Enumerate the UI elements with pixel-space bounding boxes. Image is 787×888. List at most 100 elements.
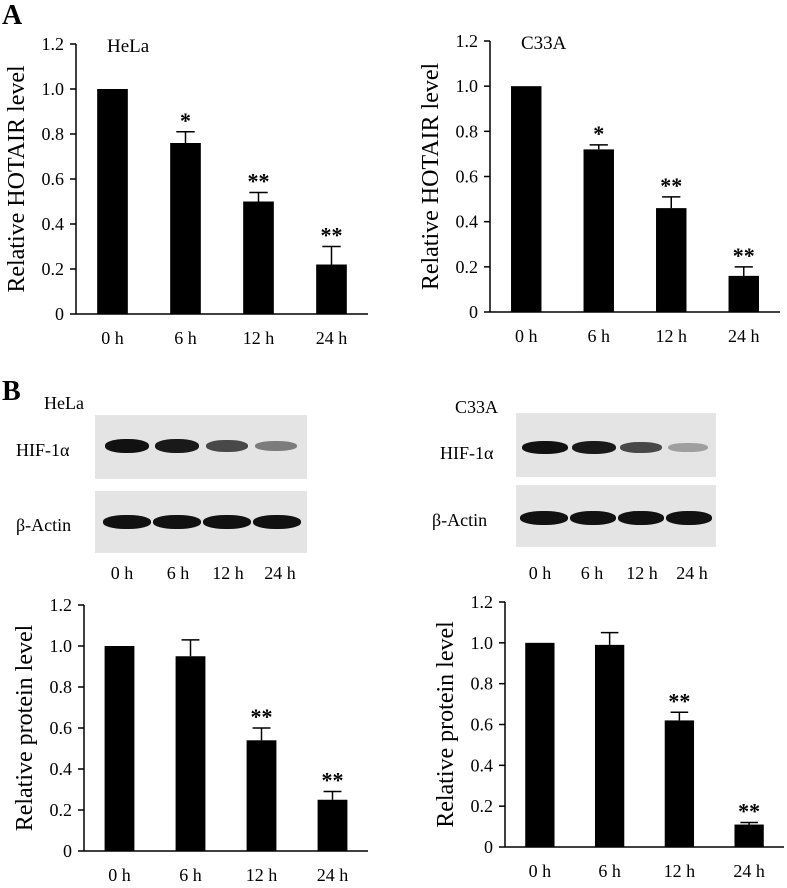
- lane-label: 6 h: [166, 563, 190, 583]
- y-tick-label: 1.2: [456, 31, 479, 51]
- y-tick-label: 0.2: [50, 800, 73, 820]
- bar: [246, 740, 277, 851]
- y-axis-label: Relative HOTAIR level: [4, 65, 30, 293]
- y-tick-label: 0: [469, 302, 478, 322]
- actin-band: [520, 511, 568, 525]
- chart-hela-protein: 0 0.2 0.4 0.6 0.8 1.0 1.2 Relative protein leve…: [12, 595, 368, 885]
- bar: [594, 644, 625, 847]
- actin-band: [618, 511, 664, 525]
- x-tick-label: 0 h: [108, 865, 131, 885]
- y-tick-label: 0.2: [456, 257, 479, 277]
- lane-label: 0 h: [528, 563, 552, 583]
- actin-label-c33a: β-Actin: [432, 510, 488, 530]
- significance-label: **: [668, 688, 690, 713]
- y-tick-label: 0.6: [42, 169, 65, 189]
- x-tick-label: 6 h: [588, 326, 611, 346]
- lane-label: 24 h: [264, 563, 296, 583]
- y-tick-label: 1.2: [471, 592, 494, 612]
- hif-band: [105, 439, 149, 453]
- chart-title: HeLa: [107, 36, 150, 57]
- actin-band: [253, 515, 301, 529]
- chart-c33a-hotair: 0 0.2 0.4 0.6 0.8 1.0 1.2 Relative HOTAIR level…: [418, 31, 780, 346]
- y-tick-label: 0: [55, 304, 64, 324]
- chart-title: C33A: [521, 33, 567, 54]
- bar: [525, 642, 555, 847]
- hif-band: [206, 440, 248, 452]
- hif-band: [572, 441, 616, 454]
- bar: [104, 646, 135, 851]
- hif-band: [522, 441, 568, 454]
- y-tick-label: 0.8: [50, 677, 73, 697]
- significance-label: **: [738, 799, 760, 824]
- blot-c33a: C33A HIF-1α β-Actin 0 h 6 h 12 h 24 h: [400, 385, 787, 590]
- blot-title-hela: HeLa: [44, 393, 84, 413]
- actin-band: [666, 511, 712, 525]
- significance-label: **: [733, 243, 755, 268]
- y-tick-label: 0.6: [50, 718, 73, 738]
- bar: [734, 824, 764, 847]
- x-tick-label: 0 h: [515, 326, 538, 346]
- y-tick-label: 0.6: [456, 167, 479, 187]
- x-tick-label: 12 h: [664, 861, 696, 881]
- hif-label-c33a: HIF-1α: [440, 443, 494, 463]
- hif-blot-strip-hela: [95, 415, 307, 479]
- hif-band: [255, 441, 297, 451]
- significance-label: **: [251, 704, 273, 729]
- significance-label: *: [180, 108, 191, 133]
- blot-hela: HeLa HIF-1α β-Actin 0 h 6 h 12 h 24 h: [0, 385, 380, 590]
- y-tick-label: 0.4: [456, 212, 479, 232]
- y-tick-label: 0.8: [42, 124, 65, 144]
- lane-label: 6 h: [580, 563, 604, 583]
- y-axis-label: Relative protein level: [12, 624, 38, 831]
- y-tick-label: 0.4: [471, 755, 494, 775]
- y-tick-label: 0.2: [471, 796, 494, 816]
- bar: [243, 201, 274, 314]
- hif-band: [155, 439, 199, 453]
- x-tick-label: 24 h: [728, 326, 760, 346]
- chart-hela-hotair: 0 0.2 0.4 0.6 0.8 1.0 1.2 Relative HOTAIR level…: [4, 34, 368, 348]
- y-tick-label: 0: [484, 837, 493, 857]
- bar: [317, 799, 348, 851]
- y-tick-label: 0.8: [456, 121, 479, 141]
- x-tick-label: 12 h: [243, 328, 275, 348]
- actin-label-hela: β-Actin: [16, 515, 72, 535]
- lane-label: 24 h: [676, 563, 708, 583]
- x-tick-label: 12 h: [656, 326, 688, 346]
- y-tick-label: 1.0: [50, 636, 73, 656]
- y-axis-label: Relative HOTAIR level: [418, 62, 444, 290]
- bar: [316, 264, 347, 314]
- y-tick-label: 1.2: [50, 595, 73, 615]
- actin-blot-strip-hela: [95, 491, 307, 553]
- y-tick-label: 0.6: [471, 715, 494, 735]
- x-tick-label: 6 h: [179, 865, 202, 885]
- bar: [664, 720, 695, 847]
- y-tick-label: 1.2: [42, 34, 65, 54]
- bar: [175, 656, 206, 851]
- actin-blot-strip-c33a: [516, 485, 716, 547]
- blot-title-c33a: C33A: [455, 397, 499, 417]
- actin-band: [203, 515, 251, 529]
- y-axis-label: Relative protein level: [433, 621, 459, 828]
- actin-band: [103, 515, 151, 529]
- lane-label: 12 h: [212, 563, 244, 583]
- hif-blot-strip-c33a: [516, 413, 716, 477]
- y-tick-label: 0.4: [50, 759, 73, 779]
- panel-label-a: A: [2, 0, 23, 31]
- hif-band: [668, 443, 708, 452]
- x-tick-label: 12 h: [246, 865, 278, 885]
- hif-label-hela: HIF-1α: [16, 440, 70, 460]
- actin-band: [153, 515, 201, 529]
- y-tick-label: 0.2: [42, 259, 65, 279]
- y-tick-label: 0: [63, 841, 72, 861]
- y-tick-label: 1.0: [456, 76, 479, 96]
- panel-label-b: B: [2, 376, 21, 407]
- x-tick-label: 6 h: [598, 861, 621, 881]
- bar: [656, 208, 687, 312]
- significance-label: **: [321, 223, 343, 248]
- y-tick-label: 0.8: [471, 674, 494, 694]
- x-tick-label: 24 h: [733, 861, 765, 881]
- chart-c33a-protein: 0 0.2 0.4 0.6 0.8 1.0 1.2 Relative protein leve…: [433, 592, 784, 881]
- x-tick-label: 0 h: [101, 328, 124, 348]
- bar: [583, 149, 614, 312]
- actin-band: [570, 511, 616, 525]
